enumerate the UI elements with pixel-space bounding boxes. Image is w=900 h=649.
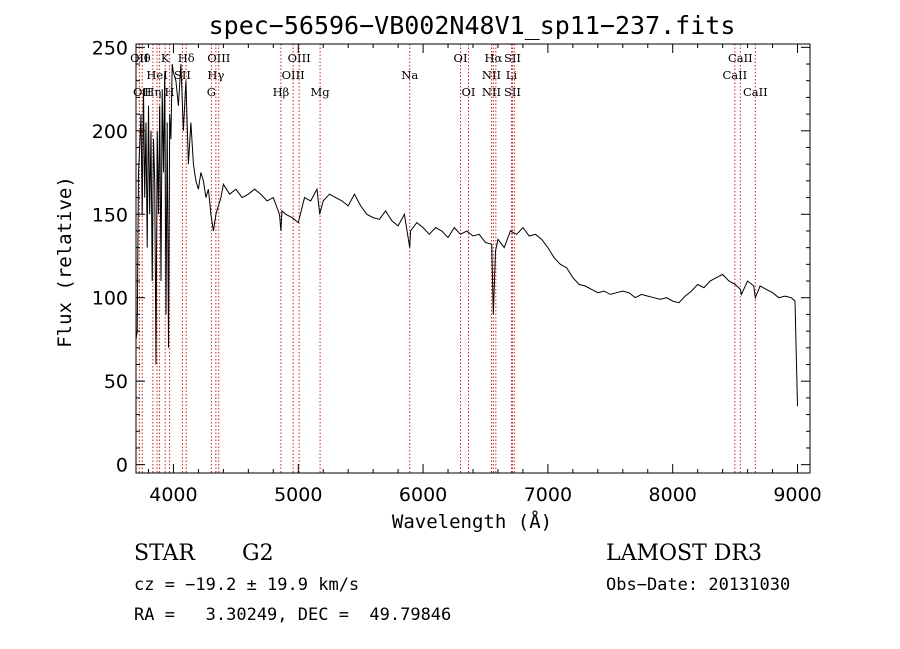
line-label-23-top: SII xyxy=(504,51,521,65)
y-tick-label-3: 150 xyxy=(92,204,128,226)
x-tick-label-1: 5000 xyxy=(274,484,322,506)
line-label-13-mid: OIII xyxy=(282,68,305,82)
x-tick-label-4: 8000 xyxy=(649,484,697,506)
line-label-18-bottom: OI xyxy=(462,85,476,99)
obs-date-text: Obs−Date: 20131030 xyxy=(606,575,790,595)
subclass: G2 xyxy=(242,541,274,566)
line-label-1-bottom: OII xyxy=(133,85,152,99)
line-label-14-top: OIII xyxy=(288,51,311,65)
line-label-23-bottom: SII xyxy=(504,85,521,99)
redshift-text: cz = −19.2 ± 19.9 km/s xyxy=(134,575,359,595)
line-label-27-bottom: CaII xyxy=(743,85,768,99)
survey-name: LAMOST DR3 xyxy=(606,541,762,566)
x-tick-label-0: 4000 xyxy=(149,484,197,506)
line-label-11-top: OIII xyxy=(207,51,230,65)
line-label-10-mid: Hγ xyxy=(207,68,224,82)
line-label-20-top: Hα xyxy=(484,51,502,65)
line-label-17-top: OI xyxy=(454,51,468,65)
y-axis-label: Flux (relative) xyxy=(54,176,76,348)
line-label-2-bottom: Hη xyxy=(144,85,161,99)
y-tick-label-0: 0 xyxy=(116,455,128,477)
line-label-15-bottom: Mg xyxy=(311,85,331,99)
line-label-19-bottom: NII xyxy=(482,85,501,99)
line-label-25-mid: CaII xyxy=(722,68,747,82)
plot-frame xyxy=(135,43,811,474)
y-axis: 0 50 100 150 200 250 xyxy=(92,37,810,477)
line-label-9-bottom: G xyxy=(207,85,216,99)
spectral-line-labels: OIIHθOIIHηHeIKHSIIHδGHγOIIIHβOIIIOIIIMgN… xyxy=(130,51,768,99)
spectral-line-markers xyxy=(138,44,756,473)
chart-title: spec−56596−VB002N48V1_sp11−237.fits xyxy=(209,11,736,40)
x-axis-label: Wavelength (Å) xyxy=(392,510,552,533)
line-label-19-mid: NII xyxy=(482,68,501,82)
object-class: STAR xyxy=(134,541,196,566)
line-label-5-top: K xyxy=(161,51,170,65)
x-tick-label-3: 7000 xyxy=(524,484,572,506)
x-tick-label-5: 9000 xyxy=(773,484,821,506)
line-label-12-bottom: Hβ xyxy=(273,85,290,99)
line-label-26-top: CaII xyxy=(728,51,753,65)
line-label-7-mid: SII xyxy=(174,68,191,82)
y-tick-label-5: 250 xyxy=(92,37,128,59)
spectrum-line xyxy=(135,63,798,407)
y-tick-label-1: 50 xyxy=(104,371,128,393)
line-label-22-mid: Li xyxy=(506,68,518,82)
line-label-8-top: Hδ xyxy=(178,51,195,65)
coords-text: RA = 3.30249, DEC = 49.79846 xyxy=(134,605,451,625)
y-tick-label-2: 100 xyxy=(92,288,128,310)
line-label-1-top: Hθ xyxy=(134,51,151,65)
x-axis: 4000 5000 6000 7000 8000 9000 xyxy=(147,44,822,506)
x-tick-label-2: 6000 xyxy=(399,484,447,506)
line-label-3-mid: HeI xyxy=(146,68,167,82)
y-tick-label-4: 200 xyxy=(92,121,128,143)
line-label-0-top: OII xyxy=(130,51,149,65)
line-label-16-mid: Na xyxy=(401,68,418,82)
line-label-6-bottom: H xyxy=(165,85,175,99)
